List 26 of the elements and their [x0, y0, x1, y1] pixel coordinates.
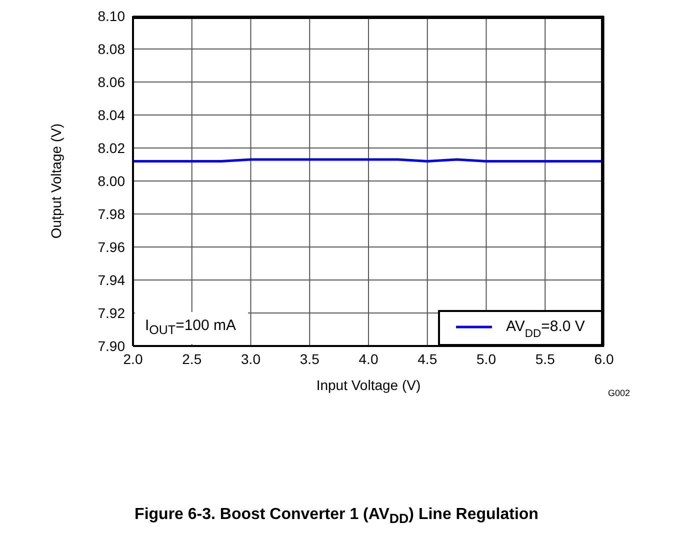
y-axis-title: Output Voltage (V) — [48, 123, 64, 239]
y-tick-label: 8.04 — [98, 106, 126, 123]
x-tick-label: 4.5 — [418, 350, 438, 367]
legend-label: AV$_{DD}$=8.0 V — [506, 318, 585, 340]
y-tick-label: 7.92 — [98, 304, 126, 321]
y-tick-label: 7.96 — [98, 238, 126, 255]
y-tick-label: 8.00 — [98, 172, 126, 189]
x-tick-label: 3.0 — [241, 350, 261, 367]
x-tick-label: 5.0 — [476, 350, 496, 367]
annotation: I$_{OUT}$=100 mA — [135, 312, 248, 344]
x-tick-label: 2.0 — [123, 350, 143, 367]
y-tick-label: 7.94 — [98, 272, 126, 288]
x-tick-label: 5.5 — [535, 350, 556, 367]
x-tick-label: 4.0 — [358, 350, 378, 367]
y-tick-label: 8.06 — [98, 74, 126, 90]
text: Figure 6-3. Boost Converter 1 (AV$_{DD}$) Line Regulation — [134, 506, 540, 526]
y-tick-label: 8.10 — [98, 8, 126, 24]
x-axis-title: Input Voltage (V) — [316, 377, 421, 393]
y-tick-label: 8.02 — [98, 140, 126, 156]
y-tick-label: 7.98 — [98, 206, 126, 222]
x-tick-label: 6.0 — [594, 350, 614, 367]
y-tick-label: 7.90 — [98, 338, 126, 354]
y-tick-label: 8.08 — [98, 40, 126, 57]
x-tick-label: 3.5 — [300, 350, 320, 367]
text: G002 — [608, 388, 630, 398]
x-tick-label: 2.5 — [182, 350, 202, 367]
